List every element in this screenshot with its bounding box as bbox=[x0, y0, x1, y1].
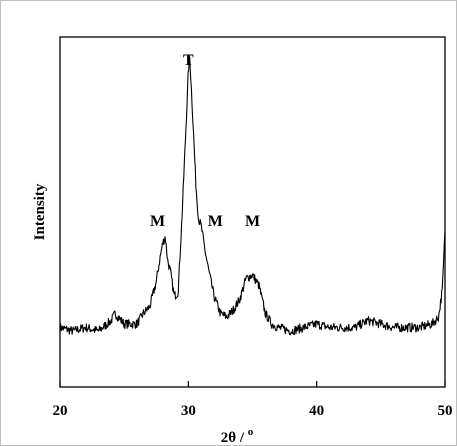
peak-label-M-2: M bbox=[208, 213, 223, 230]
x-axis-title-main: 2θ / bbox=[221, 430, 248, 446]
y-axis-title: Intensity bbox=[32, 183, 48, 240]
plot-area-border bbox=[59, 36, 446, 388]
peak-label-M-3: M bbox=[245, 213, 260, 230]
x-tick-label-20: 20 bbox=[53, 403, 68, 419]
x-axis-title: 2θ / o bbox=[221, 426, 254, 446]
x-axis-title-degree: o bbox=[248, 426, 254, 438]
peak-annotations: T M M M bbox=[150, 52, 260, 230]
series-line bbox=[59, 55, 446, 336]
x-axis-ticks bbox=[59, 381, 446, 387]
x-tick-label-50: 50 bbox=[438, 403, 453, 419]
peak-label-T-0: T bbox=[183, 52, 194, 69]
x-axis-tick-labels: 20 30 40 50 bbox=[53, 403, 453, 419]
peak-label-M-1: M bbox=[150, 213, 165, 230]
x-tick-label-30: 30 bbox=[181, 403, 196, 419]
x-tick-label-40: 40 bbox=[309, 403, 324, 419]
